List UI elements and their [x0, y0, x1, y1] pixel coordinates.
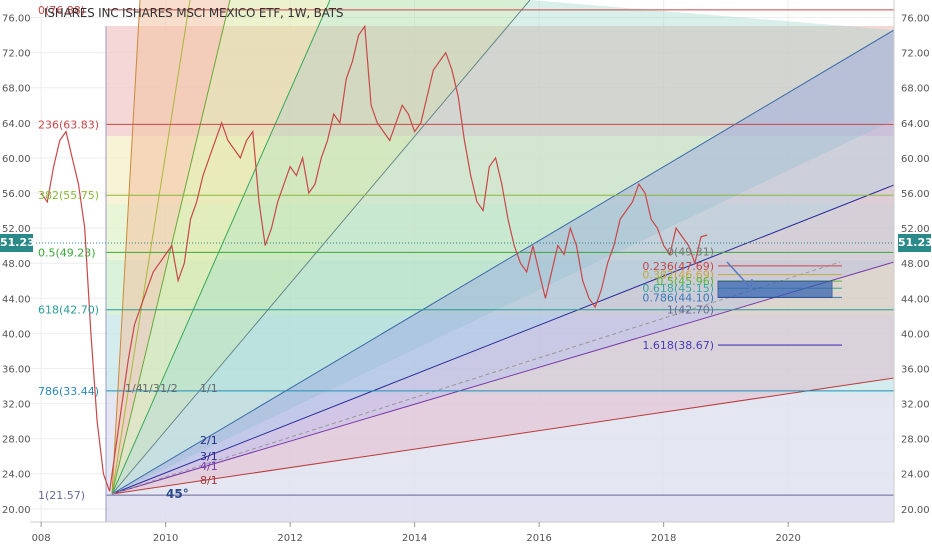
fib-band-382-500	[106, 204, 894, 260]
fan-label-4-1: 4/1	[200, 460, 218, 473]
y-tick-label-left: 40.00	[2, 329, 31, 340]
y-tick-label-left: 68.00	[2, 84, 31, 95]
gann-fan-lines	[111, 0, 894, 495]
y-tick-label-right: 52.00	[901, 224, 930, 235]
projection-arrow	[726, 261, 751, 288]
y-tick-label-right: 48.00	[901, 259, 930, 270]
fib-label-left: 0(76.88)	[38, 4, 85, 17]
fan-label-1-2: 1/2	[160, 382, 178, 395]
y-tick-label-right: 32.00	[901, 400, 930, 411]
fan-label-1-3: 1/3	[142, 382, 160, 395]
last-price-tag-left: 51.23	[0, 234, 35, 252]
fan-label-2-1: 2/1	[200, 434, 218, 447]
fib-label-left: 786(33.44)	[38, 385, 99, 398]
fan-label-45deg: 45°	[166, 487, 189, 501]
y-tick-label-right: 56.00	[901, 189, 930, 200]
x-tick-label: 008	[32, 533, 51, 544]
x-tick-label: 2014	[402, 533, 427, 544]
fan-label-1-1: 1/1	[200, 382, 218, 395]
fan-label-8-1: 8/1	[200, 474, 218, 487]
y-axis-right: 76.00 72.00 68.00 64.00 60.00 56.00 52.00 48.00…	[901, 14, 930, 516]
price-series-line	[40, 24, 708, 492]
fan-wedge-4	[112, 0, 894, 494]
y-tick-label-left: 76.00	[2, 14, 31, 25]
fib-label-right: 0.5(45.96)	[656, 275, 714, 288]
fib-label-left: 236(63.83)	[38, 118, 99, 131]
y-tick-label-right: 24.00	[901, 470, 930, 481]
y-tick-label-right: 20.00	[901, 505, 930, 516]
x-tick-label: 2010	[153, 533, 178, 544]
last-price-tag-right: 51.23	[898, 234, 932, 252]
y-tick-label-left: 20.00	[2, 505, 31, 516]
fib-label-left: 382(55.75)	[38, 189, 99, 202]
y-tick-label-right: 72.00	[901, 49, 930, 60]
y-tick-label-right: 28.00	[901, 435, 930, 446]
y-tick-label-left: 36.00	[2, 364, 31, 375]
y-tick-label-left: 24.00	[2, 470, 31, 481]
fib-label-right: 0.236(47.69)	[642, 260, 714, 273]
fib-label-right: 1.618(38.67)	[642, 339, 714, 352]
y-tick-label-right: 64.00	[901, 119, 930, 130]
fib-label-left: 1(21.57)	[38, 489, 85, 502]
gann-fan-labels: 1/1 1/2 1/3 1/4 2/1 3/1 4/1 8/1 45°	[125, 382, 218, 501]
y-tick-label-left: 56.00	[2, 189, 31, 200]
y-tick-label-right: 36.00	[901, 364, 930, 375]
fan-label-3-1: 3/1	[200, 450, 218, 463]
x-tick-label: 2012	[277, 533, 302, 544]
y-tick-label-right: 60.00	[901, 154, 930, 165]
x-tick-label: 2020	[775, 533, 800, 544]
fib-label-right: 0.618(45.15)	[642, 282, 714, 295]
y-tick-label-left: 48.00	[2, 259, 31, 270]
x-tick-label: 2016	[526, 533, 551, 544]
fib-label-left: 0.5(49.23)	[38, 246, 96, 259]
retracement-target-box	[717, 280, 833, 298]
y-tick-label-right: 44.00	[901, 294, 930, 305]
y-tick-label-left: 44.00	[2, 294, 31, 305]
fib-labels-left: 0(76.88) 236(63.83) 382(55.75) 0.5(49.23) 61…	[38, 4, 99, 502]
fib-label-right: 1(42.70)	[667, 304, 714, 317]
y-tick-label-left: 32.00	[2, 400, 31, 411]
y-axis-left: 76.00 72.00 68.00 64.00 60.00 56.00 52.00 48.00…	[2, 14, 31, 516]
y-tick-label-right: 40.00	[901, 329, 930, 340]
fib-label-right: 0(49.31)	[667, 246, 714, 259]
fan-label-1-4: 1/4	[125, 382, 143, 395]
y-tick-label-left: 52.00	[2, 224, 31, 235]
chart-title: ISHARES INC ISHARES MSCI MEXICO ETF, 1W,…	[44, 6, 344, 20]
y-tick-label-left: 60.00	[2, 154, 31, 165]
y-tick-label-right: 68.00	[901, 84, 930, 95]
fib-label-right: 0.382(46.69)	[642, 269, 714, 282]
x-tick-label: 2018	[651, 533, 676, 544]
fib-label-right: 0.786(44.10)	[642, 291, 714, 304]
fib-band-below	[106, 494, 894, 522]
x-axis: 008 2010 2012 2014 2016 2018 2020	[32, 522, 801, 544]
projection-arrow-head	[743, 278, 753, 291]
y-tick-label-left: 28.00	[2, 435, 31, 446]
y-tick-label-left: 64.00	[2, 119, 31, 130]
fib-labels-right: 0(49.31)0.236(47.69)0.382(46.69)0.5(45.9…	[642, 246, 714, 352]
fib-retracement-lines	[106, 9, 894, 496]
y-tick-label-left: 72.00	[2, 49, 31, 60]
y-tick-label-right: 76.00	[901, 14, 930, 25]
fib-label-left: 618(42.70)	[38, 304, 99, 317]
fib-band-618-786	[106, 315, 894, 394]
